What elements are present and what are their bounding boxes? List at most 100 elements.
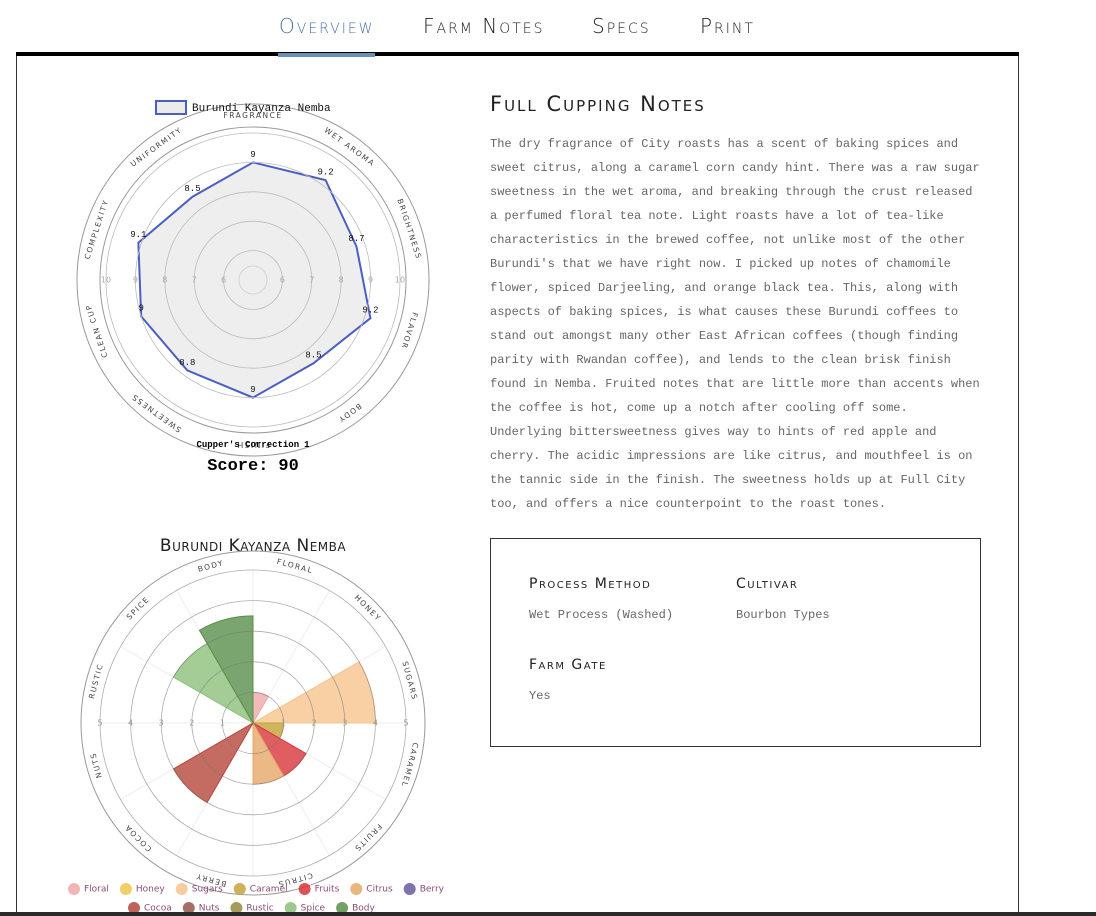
- grid-ring: [160, 630, 346, 816]
- axis-label: CLEAN CUP: [84, 303, 110, 359]
- wedge: [172, 721, 255, 804]
- axis-label: UNIFORMITY: [129, 125, 184, 168]
- data-label: 9.2: [362, 306, 378, 316]
- legend-label: Cocoa: [144, 904, 172, 913]
- legend-swatch: [182, 902, 195, 912]
- r-tick-label: 1: [220, 719, 225, 728]
- r-tick-label: 1: [281, 719, 286, 728]
- axis-label: BODY: [336, 402, 363, 425]
- grid-ring: [221, 692, 284, 755]
- grid-ring: [223, 250, 283, 310]
- axis-label: COMPLEXITY: [83, 198, 111, 260]
- r-tick-label: 3: [159, 719, 164, 728]
- axis-label: FRUITS: [352, 822, 384, 854]
- wedge: [251, 661, 376, 724]
- legend-swatch: [350, 883, 363, 895]
- legend-label: Rustic: [246, 904, 273, 913]
- axis-label: BRIGHTNESS: [395, 198, 423, 261]
- r-tick-label: 5: [403, 719, 408, 728]
- legend-label: Sugars: [192, 885, 223, 895]
- legend-label: Nuts: [199, 904, 220, 913]
- grid-ring: [193, 220, 313, 340]
- r-tick-label: 3: [342, 719, 347, 728]
- legend-swatch: [233, 883, 246, 895]
- score-value: 90: [278, 457, 298, 476]
- outer-ring: [80, 550, 426, 896]
- legend-label: Honey: [136, 885, 166, 895]
- axis-label: CARAMEL: [400, 742, 421, 789]
- r-tick-label: 9: [133, 276, 138, 285]
- axis-label: COCOA: [123, 822, 154, 853]
- r-tick-label: 7: [192, 276, 197, 285]
- legend-label: Berry: [420, 885, 445, 895]
- r-tick-label: 7: [309, 276, 314, 285]
- wedge: [198, 615, 254, 725]
- legend-swatch: [155, 100, 187, 115]
- spec-value: Yes: [529, 689, 551, 703]
- grid-ring: [99, 569, 407, 877]
- legend-swatch: [230, 902, 243, 912]
- spec-label: Cultivar: [736, 576, 799, 592]
- r-tick-label: 8: [339, 276, 344, 285]
- legend-swatch: [128, 902, 140, 912]
- data-label: 9.1: [130, 230, 146, 240]
- correction-label: Cupper's Correction: [196, 440, 299, 450]
- grid-ring: [134, 161, 371, 398]
- window-edge: [0, 912, 1096, 916]
- score: Score: 90: [207, 457, 299, 476]
- legend-swatch: [284, 902, 297, 912]
- legend-label: Spice: [301, 904, 326, 913]
- r-tick-label: 2: [312, 719, 317, 728]
- legend-swatch: [175, 883, 188, 895]
- score-label: Score:: [207, 457, 268, 476]
- r-tick-label: 8: [162, 276, 167, 285]
- specs-box: Process Method Wet Process (Washed) Cult…: [490, 538, 981, 747]
- radar-area: [137, 161, 372, 399]
- axis-label: HONEY: [353, 593, 383, 623]
- axis-label: BODY: [197, 558, 225, 574]
- data-label: 9.2: [317, 167, 333, 177]
- notes-title: Full Cupping Notes: [490, 92, 706, 116]
- r-tick-label: 5: [97, 719, 102, 728]
- spec-value: Wet Process (Washed): [529, 608, 674, 622]
- grid-ring: [164, 191, 342, 369]
- data-label: 9: [138, 304, 143, 314]
- legend-swatch: [119, 883, 132, 895]
- correction: Cupper's Correction 1: [196, 440, 310, 450]
- grid-ring: [238, 265, 268, 295]
- data-label: 8.7: [348, 234, 364, 244]
- notes-text: The dry fragrance of City roasts has a s…: [490, 137, 980, 511]
- active-tab-indicator: [278, 53, 375, 57]
- header-rule: [16, 52, 1019, 56]
- r-tick-label: 10: [395, 276, 405, 285]
- legend-swatch: [336, 902, 349, 912]
- tab-farm-notes[interactable]: Farm Notes: [423, 14, 545, 38]
- axis-label: SPICE: [125, 595, 152, 622]
- r-tick-label: 10: [101, 276, 111, 285]
- r-tick-label: 4: [128, 719, 133, 728]
- tab-specs[interactable]: Specs: [592, 14, 651, 38]
- r-tick-label: 4: [373, 719, 378, 728]
- data-label: 8.5: [305, 351, 321, 361]
- r-tick-label: 6: [221, 276, 226, 285]
- r-tick-label: 9: [368, 276, 373, 285]
- legend-label: Burundi Kayanza Nemba: [192, 103, 331, 115]
- content-panel: [16, 56, 1019, 916]
- legend-label: Caramel: [250, 885, 288, 895]
- tab-print[interactable]: Print: [700, 14, 755, 38]
- legend-label: Body: [352, 904, 375, 913]
- data-label: 9: [250, 150, 255, 160]
- r-tick-label: 2: [189, 719, 194, 728]
- axis-label: FRAGRANCE: [223, 111, 282, 120]
- legend-swatch: [298, 883, 311, 895]
- grid-ring: [130, 600, 376, 846]
- data-label: 9: [250, 385, 255, 395]
- legend-swatch: [403, 883, 416, 895]
- data-label: 8.8: [179, 358, 195, 368]
- tab-overview[interactable]: Overview: [279, 14, 375, 38]
- spec-label: Farm Gate: [529, 657, 607, 673]
- legend-label: Fruits: [315, 885, 340, 895]
- chart-title: Burundi Kayanza Nemba: [160, 536, 346, 556]
- legend-label: Floral: [84, 885, 109, 895]
